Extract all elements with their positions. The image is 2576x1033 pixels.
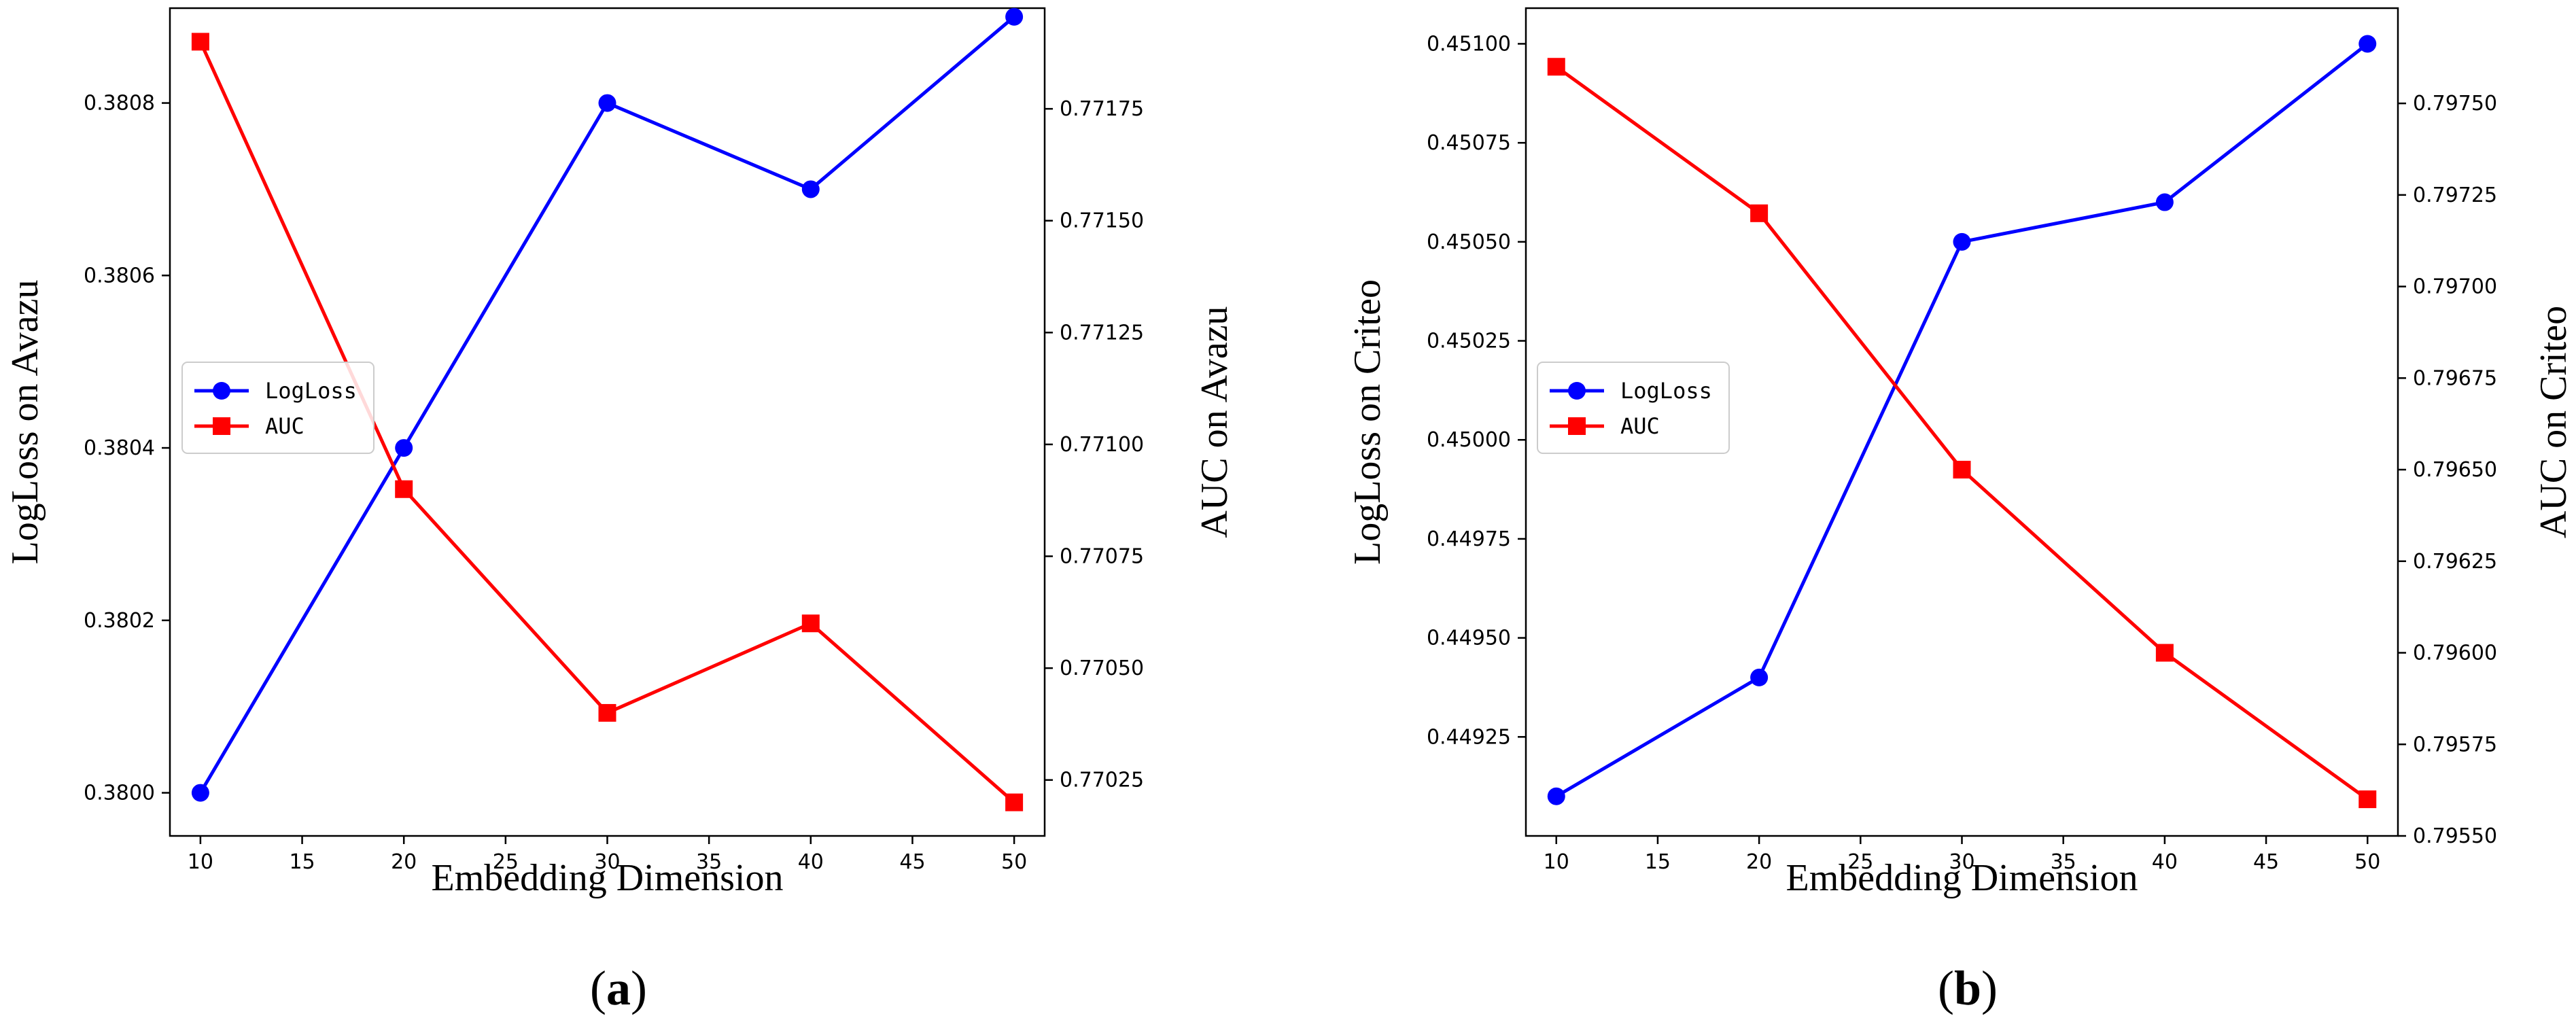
panel-a: 10 15 20 25 30 35 40 45 50 0.3800 0.3802 0.3804 0.38…: [4, 7, 1236, 1015]
y-right-tick-label: 0.77100: [1060, 433, 1144, 457]
data-point-logloss: [1953, 232, 1971, 251]
data-point-auc: [1005, 793, 1024, 811]
x-tick-label: 25: [1847, 850, 1873, 874]
legend-box: [1537, 362, 1730, 454]
data-point-auc: [1953, 461, 1971, 479]
legend-marker-auc: [1568, 417, 1586, 435]
x-tick-label: 40: [798, 850, 824, 874]
data-point-logloss: [1750, 668, 1769, 686]
y-left-tick-label: 0.3804: [84, 436, 155, 460]
panel-caption: (b): [1938, 961, 1998, 1015]
x-tick-label: 15: [1645, 850, 1671, 874]
y-right-axis-title: AUC on Criteo: [2533, 306, 2575, 538]
legend-marker-logloss: [213, 382, 230, 400]
legend-box: [181, 362, 375, 454]
y-right-tick-label: 0.79750: [2413, 92, 2497, 116]
x-axis-title: Embedding Dimension: [432, 857, 784, 899]
y-left-tick-label: 0.45100: [1427, 32, 1511, 56]
y-right-tick-label: 0.79650: [2413, 458, 2497, 482]
data-point-auc: [2359, 790, 2377, 809]
x-tick-label: 25: [493, 850, 519, 874]
x-tick-label: 45: [899, 850, 925, 874]
legend-label-auc: AUC: [1620, 413, 1660, 439]
data-point-logloss: [191, 784, 209, 802]
y-left-axis-title: LogLoss on Avazu: [4, 280, 46, 565]
data-point-auc: [1547, 58, 1565, 76]
y-right-tick-label: 0.79550: [2413, 824, 2497, 848]
y-right-tick-label: 0.79725: [2413, 183, 2497, 207]
x-tick-label: 35: [696, 850, 722, 874]
data-point-auc: [191, 33, 209, 51]
data-point-logloss: [1005, 7, 1024, 26]
y-right-tick-label: 0.79625: [2413, 550, 2497, 574]
legend-marker-logloss: [1568, 382, 1586, 400]
x-tick-label: 10: [188, 850, 213, 874]
caption-open-paren: (: [590, 961, 606, 1015]
data-point-auc: [2155, 644, 2174, 662]
x-tick-label: 30: [1949, 850, 1974, 874]
y-right-tick-label: 0.77175: [1060, 97, 1144, 121]
y-left-tick-label: 0.45075: [1427, 131, 1511, 155]
legend-label-auc: AUC: [265, 413, 304, 439]
y-left-tick-label: 0.44975: [1427, 527, 1511, 551]
x-tick-label: 20: [1746, 850, 1772, 874]
legend: LogLoss AUC: [181, 362, 375, 454]
legend-label-logloss: LogLoss: [1620, 378, 1712, 404]
legend: LogLoss AUC: [1537, 362, 1730, 454]
data-point-auc: [598, 703, 616, 722]
caption-close-paren: ): [1981, 961, 1998, 1015]
y-left-tick-label: 0.45025: [1427, 330, 1511, 353]
data-point-auc: [1750, 204, 1769, 222]
data-point-logloss: [395, 439, 413, 457]
data-point-logloss: [801, 180, 820, 198]
y-left-tick-label: 0.3808: [84, 92, 155, 116]
caption-letter: b: [1954, 961, 1981, 1015]
data-point-logloss: [598, 94, 616, 112]
caption-close-paren: ): [631, 961, 647, 1015]
y-left-tick-label: 0.3802: [84, 609, 155, 633]
y-left-tick-label: 0.44950: [1427, 627, 1511, 650]
caption-letter: a: [606, 961, 631, 1015]
y-left-tick-label: 0.44925: [1427, 725, 1511, 749]
legend-label-logloss: LogLoss: [265, 378, 357, 404]
x-tick-label: 20: [391, 850, 417, 874]
y-right-tick-label: 0.77025: [1060, 769, 1144, 792]
y-left-tick-label: 0.45050: [1427, 230, 1511, 254]
y-left-tick-label: 0.3800: [84, 782, 155, 805]
panel-b: 10 15 20 25 30 35 40 45 50 0.44925 0.44950 0.44975 0…: [1346, 7, 2575, 1015]
y-left-tick-label: 0.45000: [1427, 428, 1511, 452]
x-axis-title: Embedding Dimension: [1786, 857, 2138, 899]
x-tick-label: 50: [1001, 850, 1027, 874]
y-right-tick-label: 0.77050: [1060, 656, 1144, 680]
y-left-tick-label: 0.3806: [84, 264, 155, 287]
y-right-tick-label: 0.79600: [2413, 642, 2497, 665]
x-tick-label: 35: [2051, 850, 2076, 874]
y-right-tick-label: 0.77075: [1060, 545, 1144, 569]
caption-open-paren: (: [1938, 961, 1954, 1015]
x-tick-label: 45: [2253, 850, 2279, 874]
data-point-auc: [395, 480, 413, 498]
legend-marker-auc: [213, 417, 230, 435]
panel-caption: (a): [590, 961, 647, 1015]
x-tick-label: 50: [2354, 850, 2380, 874]
data-point-logloss: [2155, 193, 2174, 211]
y-right-tick-label: 0.79675: [2413, 366, 2497, 390]
x-tick-label: 15: [289, 850, 315, 874]
y-right-tick-label: 0.77125: [1060, 321, 1144, 345]
x-tick-label: 40: [2152, 850, 2178, 874]
y-left-axis-title: LogLoss on Criteo: [1346, 279, 1389, 565]
x-tick-label: 30: [594, 850, 620, 874]
x-tick-label: 10: [1544, 850, 1569, 874]
data-point-auc: [801, 614, 820, 633]
data-point-logloss: [1547, 787, 1565, 805]
y-right-tick-label: 0.79700: [2413, 275, 2497, 299]
data-point-logloss: [2359, 35, 2377, 53]
y-right-axis-title: AUC on Avazu: [1194, 306, 1236, 538]
y-right-tick-label: 0.79575: [2413, 733, 2497, 756]
y-right-tick-label: 0.77150: [1060, 209, 1144, 233]
